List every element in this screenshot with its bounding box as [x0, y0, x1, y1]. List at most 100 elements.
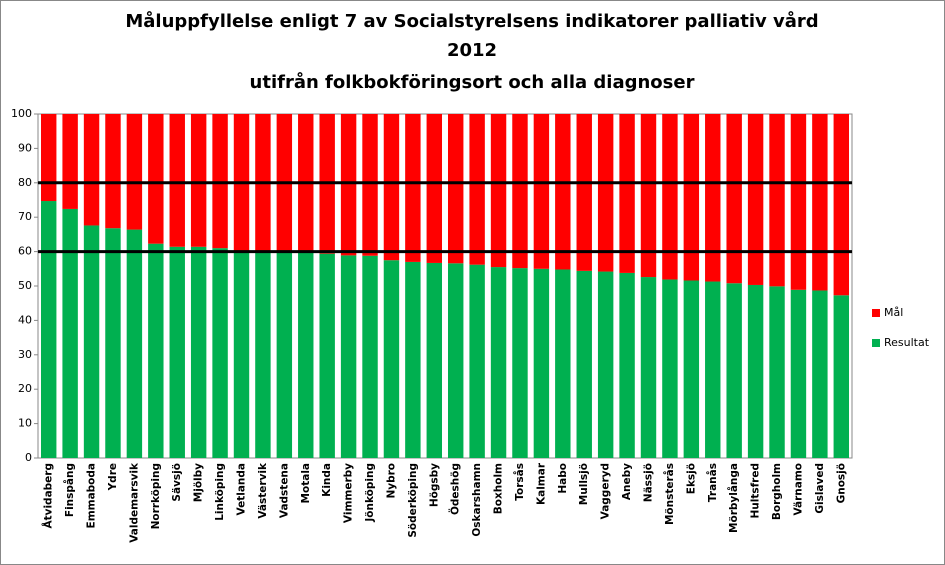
bar-segment: [105, 228, 121, 458]
chart-title: utifrån folkbokföringsort och alla diagn…: [250, 71, 695, 93]
y-tick-label: 10: [18, 417, 32, 430]
x-tick-label: Värnamo: [792, 463, 804, 516]
chart-title: 2012: [447, 40, 497, 61]
bar-segment: [490, 267, 507, 458]
bar-segment: [148, 243, 164, 458]
bar-segment: [619, 114, 635, 273]
x-tick-label: Gnosjö: [835, 463, 847, 503]
x-tick-label: Mjölby: [193, 463, 205, 502]
x-tick-label: Eksjö: [685, 463, 697, 494]
bar-segment: [576, 114, 592, 271]
x-tick-label: Kinda: [321, 463, 333, 497]
bar-segment: [319, 253, 335, 458]
bar-segment: [83, 114, 100, 226]
bar-segment: [812, 290, 828, 458]
bar-segment: [190, 246, 207, 458]
bar-segment: [40, 201, 57, 459]
bar-segment: [597, 114, 614, 272]
bar-segment: [233, 251, 250, 458]
bar-segment: [683, 114, 700, 281]
bar-segment: [362, 255, 378, 458]
bar-segment: [212, 114, 228, 249]
bar-segment: [555, 114, 571, 270]
x-tick-label: Finspång: [63, 463, 76, 517]
bar-segment: [383, 260, 400, 458]
bar-segment: [83, 225, 100, 458]
y-tick-label: 40: [18, 313, 32, 326]
y-tick-label: 20: [18, 382, 32, 395]
bar-segment: [383, 114, 400, 261]
bar-segment: [790, 114, 807, 290]
bar-segment: [340, 255, 357, 458]
bar-segment: [126, 229, 143, 458]
x-tick-label: Linköping: [214, 463, 226, 521]
bar-segment: [555, 269, 571, 458]
bar-segment: [490, 114, 507, 268]
x-tick-label: Mönsterås: [663, 463, 676, 525]
bar-segment: [148, 114, 164, 244]
bar-segment: [597, 271, 614, 458]
bar-segment: [640, 277, 657, 458]
legend-label: Resultat: [884, 336, 930, 349]
x-tick-label: Gislaved: [814, 463, 826, 514]
bar-segment: [512, 268, 528, 458]
x-tick-label: Jönköping: [364, 463, 376, 523]
x-tick-label: Vetlanda: [236, 463, 248, 515]
bar-segment: [533, 268, 550, 458]
legend-swatch: [872, 339, 880, 347]
bar-segment: [640, 114, 657, 278]
bar-segment: [705, 114, 721, 282]
x-tick-label: Oskarshamn: [471, 463, 483, 537]
x-tick-label: Tranås: [706, 463, 719, 502]
x-tick-label: Boxholm: [493, 463, 505, 514]
bar-segment: [812, 114, 828, 291]
bar-segment: [662, 279, 678, 458]
bar-segment: [747, 284, 764, 458]
bar-segment: [683, 280, 700, 458]
bar-segment: [276, 252, 293, 458]
x-tick-label: Vimmerby: [343, 463, 355, 523]
bar-segment: [512, 114, 528, 269]
x-tick-label: Ydre: [107, 463, 119, 491]
x-tick-label: Vaggeryd: [600, 463, 612, 519]
x-tick-label: Torsås: [513, 463, 526, 501]
bar-segment: [747, 114, 764, 285]
bar-segment: [169, 246, 185, 458]
bar-segment: [833, 295, 850, 458]
bar-segment: [298, 252, 314, 458]
bar-segment: [447, 263, 464, 458]
bar-segment: [40, 114, 57, 202]
x-tick-label: Valdemarsvik: [128, 462, 140, 543]
bar-segment: [447, 114, 464, 264]
bar-segment: [769, 114, 785, 287]
legend-label: Mål: [884, 306, 903, 319]
bar-segment: [362, 114, 378, 256]
bar-segment: [833, 114, 850, 296]
bar-segment: [426, 262, 443, 458]
x-tick-label: Mullsjö: [578, 463, 590, 505]
x-tick-label: Sävsjö: [171, 463, 183, 502]
legend-swatch: [872, 309, 880, 317]
x-tick-label: Norrköping: [150, 463, 162, 529]
y-tick-label: 50: [18, 279, 32, 292]
bar-segment: [255, 251, 271, 458]
x-tick-label: Västervik: [257, 462, 269, 519]
chart-title: Måluppfyllelse enligt 7 av Socialstyrels…: [125, 10, 818, 32]
x-tick-label: Mörbylånga: [727, 463, 740, 533]
bar-segment: [62, 208, 78, 458]
bar-segment: [726, 283, 742, 458]
y-tick-label: 100: [11, 107, 32, 120]
bar-segment: [405, 114, 421, 262]
y-tick-label: 60: [18, 245, 32, 258]
x-tick-label: Högsby: [428, 463, 440, 507]
x-tick-label: Nässjö: [643, 463, 655, 502]
x-tick-label: Kalmar: [535, 462, 547, 505]
y-tick-label: 0: [25, 451, 32, 464]
bar-segment: [340, 114, 357, 256]
x-tick-label: Emmaboda: [86, 463, 98, 528]
bar-segment: [426, 114, 443, 263]
x-tick-label: Nybro: [385, 463, 397, 499]
bar-segment: [62, 114, 78, 209]
y-tick-label: 70: [18, 210, 32, 223]
